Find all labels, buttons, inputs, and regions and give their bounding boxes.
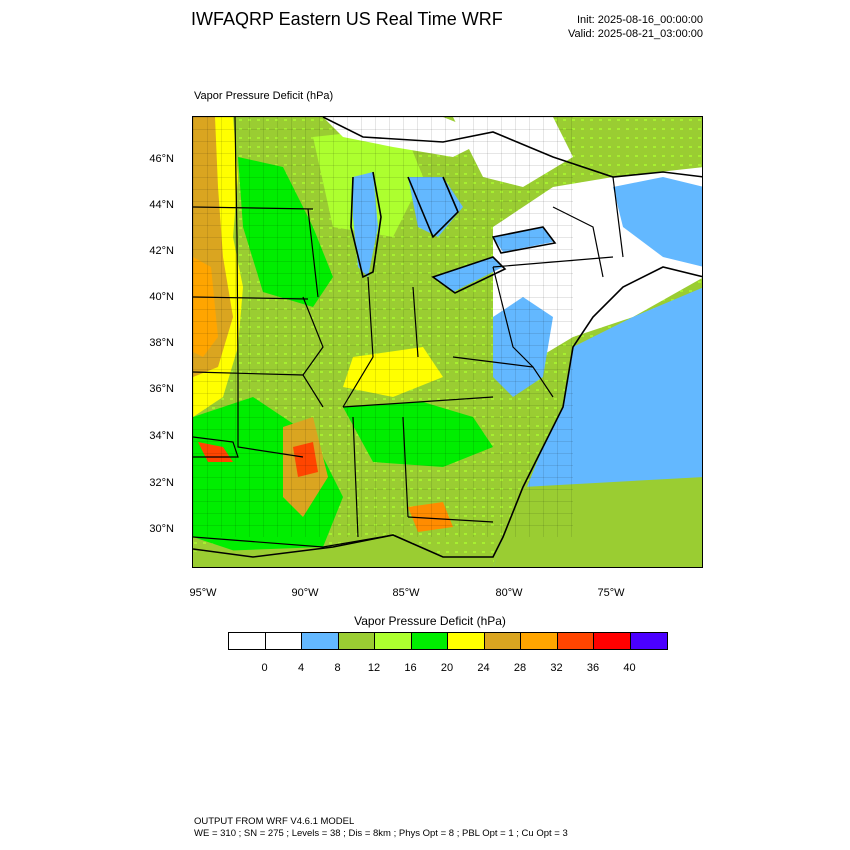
colorbar-tick-label: 4 [297,662,305,674]
footer-model-line: OUTPUT FROM WRF V4.6.1 MODEL [194,816,355,827]
colorbar-tick-label: 16 [404,662,417,674]
lat-label: 46°N [149,153,174,165]
lat-label: 42°N [149,245,174,257]
colorbar-cell [557,633,594,649]
lon-label: 75°W [597,587,625,599]
colorbar-cell [411,633,448,649]
lat-label: 32°N [149,477,174,489]
colorbar-tick-label: 28 [513,662,527,674]
lat-label: 40°N [149,291,174,303]
colorbar-cell [630,633,667,649]
county-boundaries [193,117,573,537]
map-panel [192,116,703,568]
valid-time: Valid: 2025-08-21_03:00:00 [568,28,703,40]
lat-label: 36°N [149,383,174,395]
colorbar-cell [229,633,266,649]
footer-config-line: WE = 310 ; SN = 275 ; Levels = 38 ; Dis … [194,828,568,839]
lat-label: 38°N [149,337,174,349]
run-info: Init: 2025-08-16_00:00:00 Valid: 2025-08… [520,13,703,41]
vpd-map [193,117,702,567]
colorbar-cell [521,633,558,649]
model-footer: OUTPUT FROM WRF V4.6.1 MODEL WE = 310 ; … [194,816,568,840]
field-label: Vapor Pressure Deficit (hPa) [194,90,334,102]
colorbar [228,632,668,650]
colorbar-cell [484,633,521,649]
colorbar-cell [594,633,631,649]
lat-label: 34°N [149,430,174,442]
lon-label: 85°W [392,587,420,599]
colorbar-title: Vapor Pressure Deficit (hPa) [354,614,506,628]
colorbar-cell [265,633,302,649]
gulf-of-mexico [193,535,493,567]
colorbar-cell [375,633,412,649]
lon-label: 80°W [495,587,523,599]
colorbar-tick-label: 32 [550,662,563,674]
colorbar-tick-label: 8 [334,662,341,674]
colorbar-cell [338,633,375,649]
lat-label: 44°N [149,199,174,211]
colorbar-cell [302,633,339,649]
colorbar-tick-label: 40 [623,662,636,674]
colorbar-tick-label: 24 [477,662,490,674]
plot-title: IWFAQRP Eastern US Real Time WRF [191,9,503,29]
colorbar-tick-label: 36 [586,662,600,674]
colorbar-tick-label: 20 [440,662,454,674]
vpd-zone-4-newengland [613,177,702,267]
colorbar-tick-label: 0 [261,662,268,674]
colorbar-tick-label: 12 [367,662,381,674]
coastlines [193,117,702,558]
colorbar-cell [448,633,485,649]
lon-label: 90°W [291,587,319,599]
init-time: Init: 2025-08-16_00:00:00 [577,14,703,26]
lat-label: 30°N [149,523,174,535]
lon-label: 95°W [189,587,217,599]
